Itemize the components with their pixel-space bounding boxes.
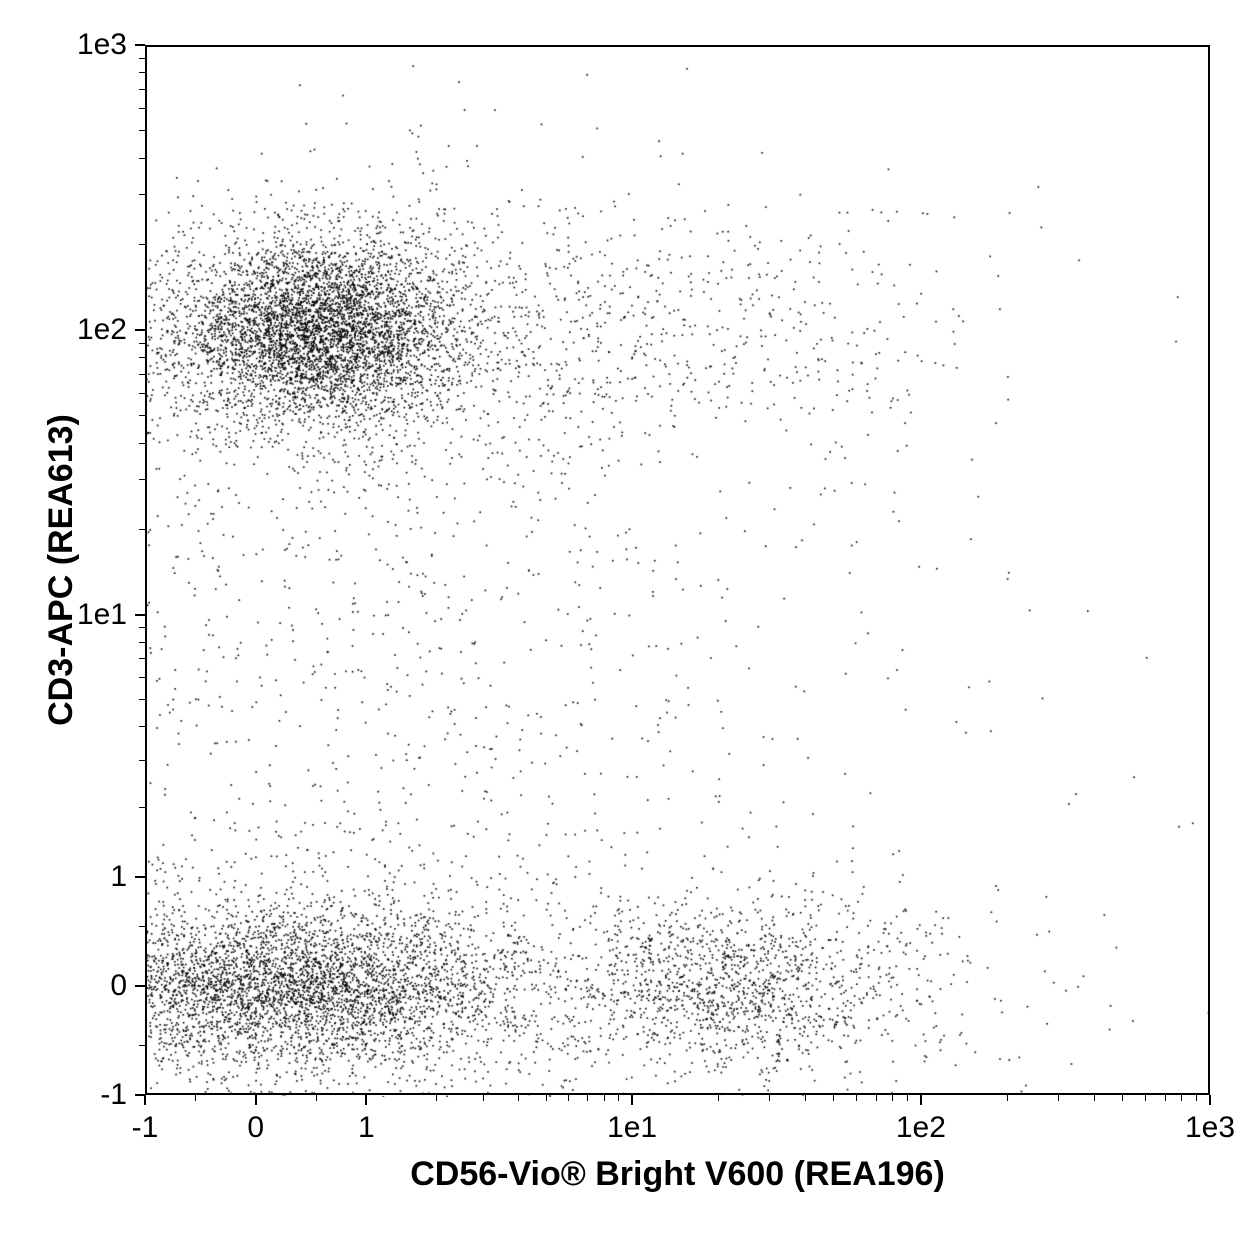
y-tick-label: 1e3: [77, 28, 127, 62]
x-minor-tick: [907, 1095, 908, 1101]
x-minor-tick: [483, 1095, 484, 1101]
x-tick-label: 1: [358, 1111, 375, 1145]
y-minor-tick: [139, 58, 145, 59]
y-minor-tick: [139, 357, 145, 358]
x-minor-tick: [195, 1095, 196, 1101]
x-minor-tick: [1094, 1095, 1095, 1101]
y-minor-tick: [139, 443, 145, 444]
x-minor-tick: [518, 1095, 519, 1101]
y-minor-tick: [139, 194, 145, 195]
x-minor-tick: [1196, 1095, 1197, 1101]
x-minor-tick: [833, 1095, 834, 1101]
y-minor-tick: [139, 699, 145, 700]
y-minor-tick: [139, 1045, 145, 1046]
x-tick-label: -1: [132, 1111, 159, 1145]
x-tick: [144, 1095, 146, 1105]
x-tick: [365, 1095, 367, 1105]
x-axis-label: CD56-Vio® Bright V600 (REA196): [410, 1155, 945, 1194]
y-tick: [135, 1094, 145, 1096]
y-tick-label: -1: [100, 1078, 127, 1112]
y-minor-tick: [139, 677, 145, 678]
y-minor-tick: [139, 415, 145, 416]
y-minor-tick: [139, 108, 145, 109]
y-tick: [135, 985, 145, 987]
y-tick: [135, 876, 145, 878]
x-tick-label: 1e3: [1185, 1111, 1235, 1145]
y-tick: [135, 614, 145, 616]
x-minor-tick: [546, 1095, 547, 1101]
x-minor-tick: [1165, 1095, 1166, 1101]
y-minor-tick: [139, 658, 145, 659]
y-minor-tick: [139, 760, 145, 761]
y-minor-tick: [139, 642, 145, 643]
y-tick-label: 1e1: [77, 598, 127, 632]
x-minor-tick: [568, 1095, 569, 1101]
y-minor-tick: [139, 529, 145, 530]
x-tick-label: 1e1: [607, 1111, 657, 1145]
y-minor-tick: [139, 244, 145, 245]
x-tick: [920, 1095, 922, 1105]
y-tick: [135, 329, 145, 331]
x-minor-tick: [856, 1095, 857, 1101]
x-tick-label: 1e2: [896, 1111, 946, 1145]
x-minor-tick: [1122, 1095, 1123, 1101]
y-tick-label: 1e2: [77, 313, 127, 347]
y-tick-label: 0: [110, 969, 127, 1003]
y-minor-tick: [139, 130, 145, 131]
y-minor-tick: [139, 374, 145, 375]
x-minor-tick: [1145, 1095, 1146, 1101]
x-tick: [255, 1095, 257, 1105]
x-minor-tick: [316, 1095, 317, 1101]
x-minor-tick: [805, 1095, 806, 1101]
y-axis-label: CD3-APC (REA613): [42, 414, 81, 726]
x-minor-tick: [1007, 1095, 1008, 1101]
y-minor-tick: [139, 158, 145, 159]
y-minor-tick: [139, 343, 145, 344]
y-minor-tick: [139, 479, 145, 480]
scatter-canvas: [147, 47, 1212, 1097]
x-minor-tick: [876, 1095, 877, 1101]
x-tick: [1209, 1095, 1211, 1105]
y-minor-tick: [139, 726, 145, 727]
y-minor-tick: [139, 807, 145, 808]
x-minor-tick: [892, 1095, 893, 1101]
figure: -1 0 1 1e1 1e2 1e3 -1 0 1 1e1 1e2 1e3 CD56-Vio® Br…: [0, 0, 1250, 1250]
x-minor-tick: [587, 1095, 588, 1101]
x-minor-tick: [1058, 1095, 1059, 1101]
plot-area: [145, 45, 1210, 1095]
y-minor-tick: [139, 926, 145, 927]
x-minor-tick: [618, 1095, 619, 1101]
x-minor-tick: [718, 1095, 719, 1101]
y-minor-tick: [139, 72, 145, 73]
y-minor-tick: [139, 627, 145, 628]
x-tick-label: 0: [247, 1111, 264, 1145]
x-minor-tick: [769, 1095, 770, 1101]
y-tick-label: 1: [110, 860, 127, 894]
x-minor-tick: [436, 1095, 437, 1101]
y-tick: [135, 44, 145, 46]
y-minor-tick: [139, 89, 145, 90]
x-tick: [631, 1095, 633, 1105]
x-minor-tick: [604, 1095, 605, 1101]
x-minor-tick: [1181, 1095, 1182, 1101]
y-minor-tick: [139, 393, 145, 394]
